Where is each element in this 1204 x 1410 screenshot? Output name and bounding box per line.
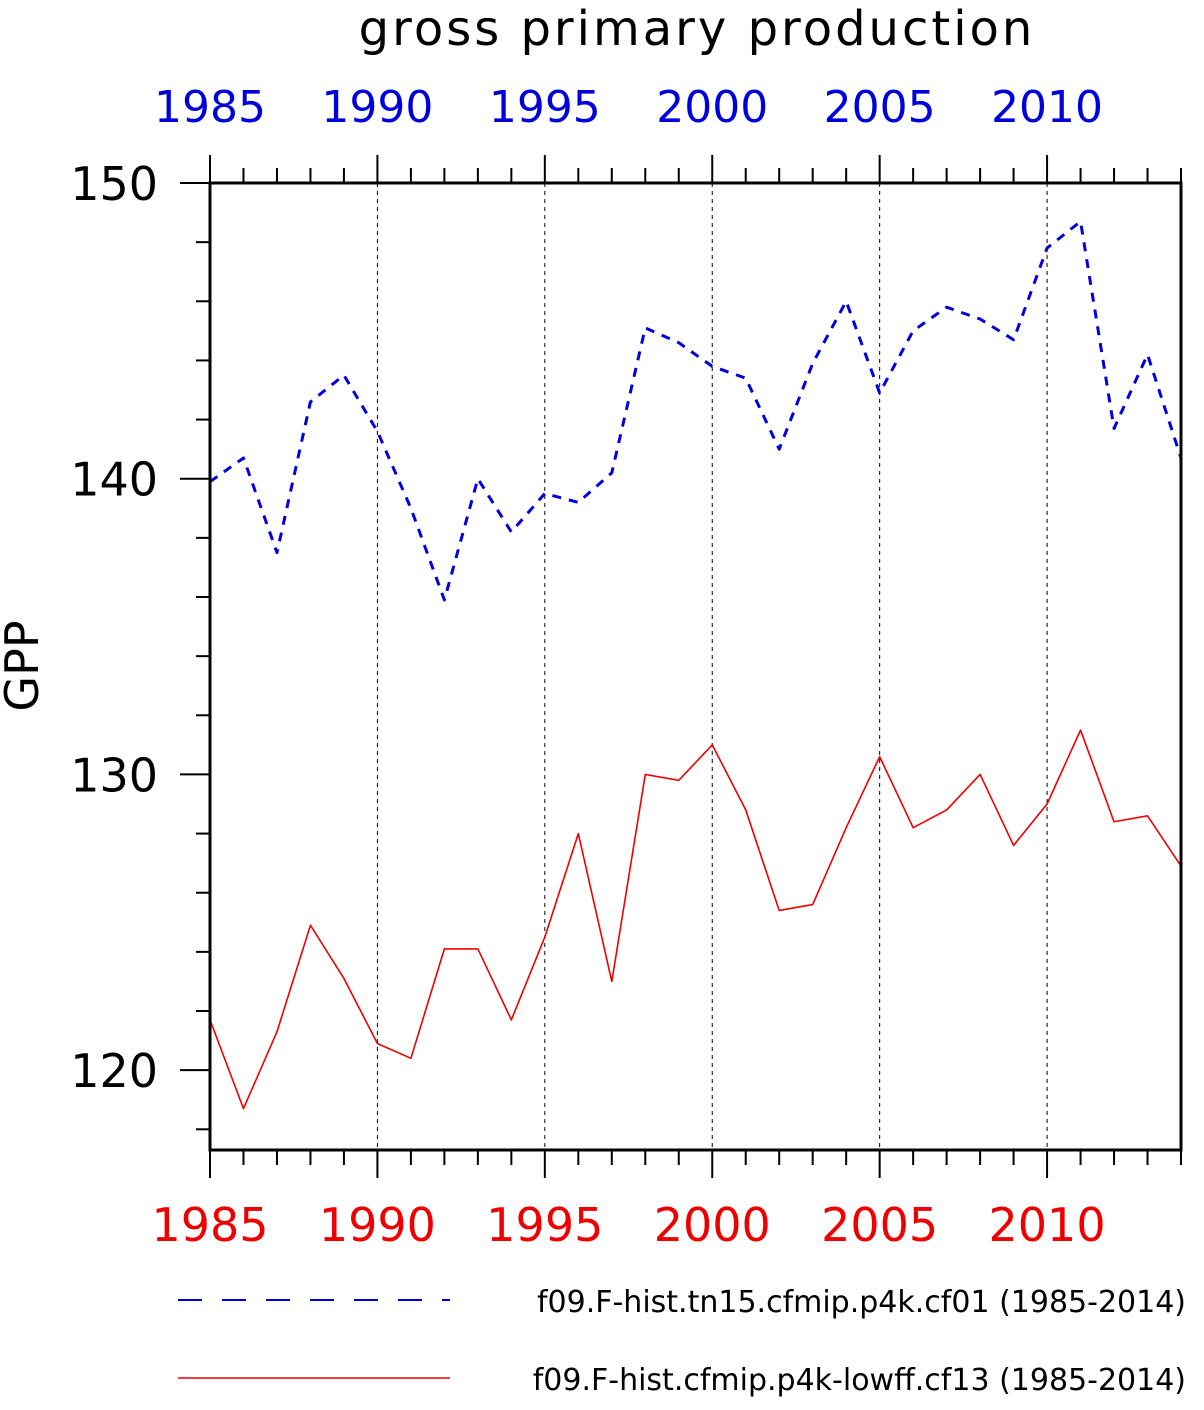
y-tick-label-150: 150 [70, 157, 158, 211]
bottom-tick-label-2005: 2005 [821, 1198, 938, 1252]
y-minor-ticks [196, 241, 210, 1131]
legend: f09.F-hist.tn15.cfmip.p4k.cf01 (1985-201… [178, 1285, 1186, 1398]
bottom-tick-label-1995: 1995 [486, 1198, 603, 1252]
series-layer [209, 219, 1183, 1110]
legend-label-2: f09.F-hist.cfmip.p4k-lowff.cf13 (1985-20… [533, 1363, 1186, 1398]
bottom-tick-label-2000: 2000 [654, 1198, 771, 1252]
series-line-2 [209, 729, 1182, 1110]
bottom-tick-label-1985: 1985 [151, 1198, 268, 1252]
bottom-tick-label-2010: 2010 [989, 1198, 1106, 1252]
y-axis-title: GPP [0, 620, 49, 711]
series-line-1 [209, 219, 1183, 602]
top-tick-label-1985: 1985 [154, 82, 266, 133]
legend-label-1: f09.F-hist.tn15.cfmip.p4k.cf01 (1985-201… [537, 1285, 1186, 1320]
y-major-ticks [180, 182, 210, 1072]
y-tick-labels: 120 130 140 150 [70, 157, 158, 1098]
vertical-grid-lines [376, 183, 1048, 1150]
top-tick-label-1995: 1995 [489, 82, 601, 133]
chart-title: gross primary production [359, 1, 1036, 57]
bottom-tick-label-1990: 1990 [319, 1198, 436, 1252]
y-tick-label-120: 120 [70, 1044, 158, 1098]
y-tick-label-130: 130 [70, 748, 158, 802]
plot-frame [208, 181, 1183, 1152]
bottom-x-tick-labels: 1985 1990 1995 2000 2005 2010 [151, 1198, 1105, 1252]
x-tick-marks [209, 155, 1182, 1178]
y-tick-label-140: 140 [70, 453, 158, 507]
top-tick-label-1990: 1990 [321, 82, 433, 133]
top-tick-label-2010: 2010 [991, 82, 1103, 133]
top-x-tick-labels: 1985 1990 1995 2000 2005 2010 [154, 82, 1103, 133]
top-tick-label-2000: 2000 [656, 82, 768, 133]
top-tick-label-2005: 2005 [824, 82, 936, 133]
